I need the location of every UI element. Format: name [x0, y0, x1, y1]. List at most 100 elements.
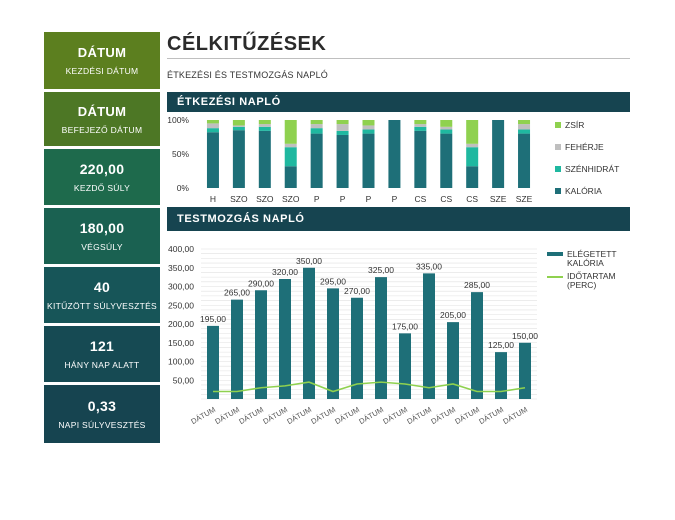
- stacked-bar-segment: [440, 126, 453, 130]
- stacked-bar-segment: [414, 120, 427, 125]
- data-label: 150,00: [512, 331, 538, 341]
- legend-label: IDŐTARTAM: [567, 271, 616, 281]
- stacked-bar-segment: [206, 120, 219, 124]
- legend-label: ZSÍR: [565, 120, 584, 130]
- stacked-bar-segment: [206, 132, 219, 188]
- x-tick-label: DÁTUM: [237, 405, 265, 426]
- stacked-bar-segment: [518, 124, 531, 130]
- stacked-bar-segment: [440, 120, 453, 127]
- stacked-bar-segment: [206, 128, 219, 133]
- stacked-bar-segment: [362, 133, 375, 188]
- stat-card-start-date: DÁTUM KEZDÉSI DÁTUM: [44, 32, 160, 89]
- stat-label: VÉGSÚLY: [81, 242, 123, 252]
- stacked-bar-segment: [232, 130, 245, 188]
- x-tick-label: DÁTUM: [429, 405, 457, 426]
- stat-card-weight-loss-goal: 40 KITŰZÖTT SÚLYVESZTÉS: [44, 267, 160, 323]
- stacked-bar-segment: [258, 124, 271, 127]
- x-tick-label: DÁTUM: [213, 405, 241, 426]
- data-label: 205,00: [440, 310, 466, 320]
- y-tick-label: 200,00: [168, 319, 194, 329]
- calorie-bar: [471, 292, 483, 399]
- stacked-bar-segment: [518, 133, 531, 188]
- stat-value: 121: [89, 338, 115, 354]
- page-title: CÉLKITŰZÉSEK: [167, 33, 327, 55]
- x-tick-label: CS: [466, 194, 478, 204]
- stacked-bar-segment: [336, 134, 349, 188]
- calorie-bar: [447, 322, 459, 399]
- x-tick-label: DÁTUM: [285, 405, 313, 426]
- calorie-bar: [519, 342, 531, 399]
- page-subtitle: ÉTKEZÉSI ÉS TESTMOZGÁS NAPLÓ: [167, 70, 328, 80]
- legend-swatch: [555, 144, 561, 150]
- data-label: 175,00: [392, 321, 418, 331]
- stat-card-end-date: DÁTUM BEFEJEZŐ DÁTUM: [44, 92, 160, 146]
- stat-value: 220,00: [79, 161, 125, 177]
- stat-label: BEFEJEZŐ DÁTUM: [61, 124, 143, 135]
- stacked-bar-segment: [362, 129, 375, 134]
- stacked-bar-segment: [310, 128, 323, 134]
- data-label: 265,00: [224, 288, 250, 298]
- stacked-bar-segment: [284, 147, 297, 167]
- x-tick-label: SZO: [230, 194, 248, 204]
- stat-value: DÁTUM: [77, 103, 127, 119]
- stat-label: KEZDÉSI DÁTUM: [65, 66, 139, 76]
- stat-value: 40: [93, 279, 111, 295]
- calorie-bar: [207, 325, 219, 399]
- x-tick-label: DÁTUM: [501, 405, 529, 426]
- stacked-bar-segment: [466, 147, 479, 167]
- legend-label: KALÓRIA: [567, 258, 604, 268]
- stat-label: KEZDŐ SÚLY: [73, 183, 131, 193]
- stacked-bar-segment: [232, 125, 245, 127]
- stacked-bar-segment: [492, 120, 505, 188]
- stacked-bar-segment: [258, 130, 271, 188]
- stats-column: DÁTUM KEZDÉSI DÁTUM DÁTUM BEFEJEZŐ DÁTUM…: [44, 32, 160, 446]
- stat-label: HÁNY NAP ALATT: [64, 360, 140, 370]
- y-tick-label: 350,00: [168, 263, 194, 273]
- stat-card-start-weight: 220,00 KEZDŐ SÚLY: [44, 149, 160, 205]
- stacked-bar-segment: [232, 126, 245, 131]
- legend-swatch: [555, 166, 561, 172]
- x-tick-label: SZO: [256, 194, 274, 204]
- data-label: 320,00: [272, 267, 298, 277]
- x-tick-label: DÁTUM: [309, 405, 337, 426]
- stat-label: NAPI SÚLYVESZTÉS: [58, 420, 146, 430]
- x-tick-label: SZO: [282, 194, 300, 204]
- calorie-bar: [255, 290, 267, 399]
- x-tick-label: P: [340, 194, 346, 204]
- stacked-bar-segment: [336, 120, 349, 125]
- calorie-bar: [351, 297, 363, 399]
- stacked-bar-segment: [414, 130, 427, 188]
- stacked-bar-segment: [466, 143, 479, 148]
- legend-label: KALÓRIA: [565, 186, 602, 196]
- data-label: 125,00: [488, 340, 514, 350]
- stacked-bar-segment: [362, 120, 375, 126]
- stacked-bar-segment: [284, 120, 297, 144]
- y-tick-label: 250,00: [168, 300, 194, 310]
- legend-label: SZÉNHIDRÁT: [565, 164, 619, 174]
- stacked-bar-segment: [232, 120, 245, 126]
- stat-value: DÁTUM: [77, 45, 127, 60]
- food-log-header: ÉTKEZÉSI NAPLÓ: [167, 92, 630, 112]
- x-tick-label: SZE: [490, 194, 507, 204]
- stacked-bar-segment: [440, 129, 453, 134]
- title-divider: [167, 58, 630, 59]
- stacked-bar-segment: [258, 120, 271, 125]
- x-tick-label: DÁTUM: [261, 405, 289, 426]
- stacked-bar-segment: [258, 126, 271, 131]
- calorie-bar: [231, 299, 243, 399]
- stacked-bar-segment: [518, 120, 531, 125]
- stacked-bar-segment: [466, 166, 479, 188]
- calorie-bar: [423, 273, 435, 399]
- y-tick-label: 50,00: [173, 375, 195, 385]
- y-tick-label: 150,00: [168, 338, 194, 348]
- data-label: 335,00: [416, 261, 442, 271]
- data-label: 295,00: [320, 276, 346, 286]
- y-tick-label: 400,00: [168, 244, 194, 254]
- y-tick-label: 100,00: [168, 357, 194, 367]
- exercise-log-header: TESTMOZGÁS NAPLÓ: [167, 207, 630, 231]
- stat-card-daily-loss: 0,33 NAPI SÚLYVESZTÉS: [44, 385, 160, 443]
- stacked-bar-segment: [310, 120, 323, 125]
- legend-label: FEHÉRJE: [565, 142, 604, 152]
- x-tick-label: P: [392, 194, 398, 204]
- legend-swatch: [555, 188, 561, 194]
